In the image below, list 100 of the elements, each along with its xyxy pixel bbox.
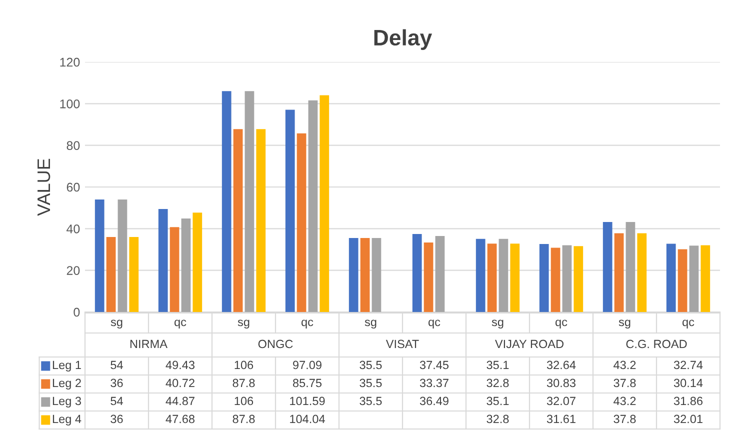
bar: [637, 233, 647, 312]
bar: [348, 238, 358, 312]
data-label: 31.86: [674, 396, 703, 406]
x-tick-label: qc: [302, 320, 314, 328]
data-label: 35.5: [360, 396, 382, 406]
legend-label: Leg 4: [52, 414, 82, 426]
data-label: 104.04: [290, 414, 325, 424]
data-label: 31.61: [546, 414, 576, 424]
legend-label: Leg 1: [52, 360, 81, 372]
y-tick-label: 80: [66, 141, 80, 150]
data-label: 32.64: [546, 360, 576, 370]
data-label: 54: [110, 360, 123, 370]
y-tick-label: 40: [66, 224, 80, 234]
bar: [424, 242, 434, 312]
bar: [106, 237, 116, 312]
bar: [170, 227, 180, 312]
bar: [360, 238, 370, 312]
bar: [118, 200, 128, 312]
bar: [129, 237, 139, 312]
bar: [256, 129, 266, 312]
bar: [626, 222, 636, 312]
y-axis-title: VALUE: [38, 158, 50, 216]
bar: [614, 233, 624, 312]
text: ONGC: [258, 340, 293, 348]
x-tick-label: sg: [492, 320, 504, 328]
data-label: 35.1: [486, 396, 509, 406]
bar: [435, 236, 445, 312]
data-label: 87.8: [232, 378, 255, 388]
bar: [476, 238, 486, 312]
data-label: 47.68: [166, 414, 195, 424]
data-label: 30.14: [674, 378, 703, 388]
data-label: 40.72: [166, 378, 194, 388]
chart-title: Delay: [374, 29, 432, 50]
data-label: 49.43: [166, 360, 195, 370]
data-label: 37.8: [614, 378, 636, 388]
legend-label: Leg 3: [52, 396, 82, 408]
y-tick-label: 20: [66, 266, 80, 275]
data-label: 54: [110, 396, 123, 406]
x-tick-label: sg: [110, 320, 122, 328]
bar: [689, 246, 699, 312]
bar: [244, 91, 254, 312]
bar: [412, 234, 422, 312]
bar: [562, 245, 572, 312]
data-label: 30.83: [546, 378, 576, 388]
data-label: 36: [110, 378, 123, 388]
x-tick-label: sg: [364, 320, 376, 328]
data-label: 35.1: [486, 360, 509, 370]
bar: [181, 218, 191, 312]
bar: [372, 238, 382, 312]
data-label: 101.59: [290, 396, 325, 406]
x-tick-label: sg: [238, 320, 250, 328]
legend-label: Leg 2: [52, 378, 81, 390]
data-label: 44.87: [166, 396, 194, 406]
data-label: 36.49: [420, 396, 448, 406]
data-label: 32.74: [674, 360, 703, 370]
text: C.G. ROAD: [626, 340, 687, 348]
data-label: 36: [110, 414, 123, 424]
text: VISAT: [386, 340, 419, 348]
bar: [574, 246, 584, 312]
bar: [285, 110, 295, 312]
bar: [94, 200, 104, 312]
x-tick-label: qc: [174, 320, 186, 328]
data-label: 35.5: [360, 378, 382, 388]
data-label: 106: [234, 396, 254, 406]
bar: [510, 244, 520, 312]
bar: [222, 91, 232, 312]
bar: [308, 100, 318, 312]
text: VIJAY ROAD: [494, 340, 564, 348]
y-tick-label: 100: [60, 99, 80, 108]
bar: [666, 244, 676, 312]
data-label: 97.09: [293, 360, 322, 370]
x-tick-label: qc: [682, 320, 694, 328]
bar: [320, 95, 330, 312]
bar: [233, 129, 243, 312]
text: NIRMA: [130, 340, 168, 348]
bar: [498, 238, 508, 312]
bar: [487, 244, 497, 312]
bar: [700, 245, 710, 312]
data-label: 33.37: [420, 378, 448, 388]
bar: [678, 249, 688, 312]
bar: [296, 133, 306, 312]
data-label: 32.07: [546, 396, 576, 406]
data-label: 37.8: [614, 414, 636, 424]
y-tick-label: 0: [74, 308, 80, 317]
data-label: 43.2: [614, 360, 636, 370]
x-tick-label: sg: [618, 320, 630, 328]
bar: [550, 248, 560, 312]
data-label: 35.5: [360, 360, 382, 370]
bar: [539, 244, 549, 312]
x-tick-label: qc: [556, 320, 568, 328]
data-label: 32.8: [486, 378, 509, 388]
y-tick-label: 60: [66, 182, 80, 192]
data-label: 32.01: [674, 414, 702, 424]
data-label: 32.8: [486, 414, 509, 424]
data-label: 85.75: [292, 378, 322, 388]
data-label: 43.2: [614, 396, 636, 406]
y-tick-label: 120: [60, 58, 80, 67]
data-label: 106: [234, 360, 254, 370]
bar: [192, 212, 202, 312]
data-label: 37.45: [420, 360, 449, 370]
